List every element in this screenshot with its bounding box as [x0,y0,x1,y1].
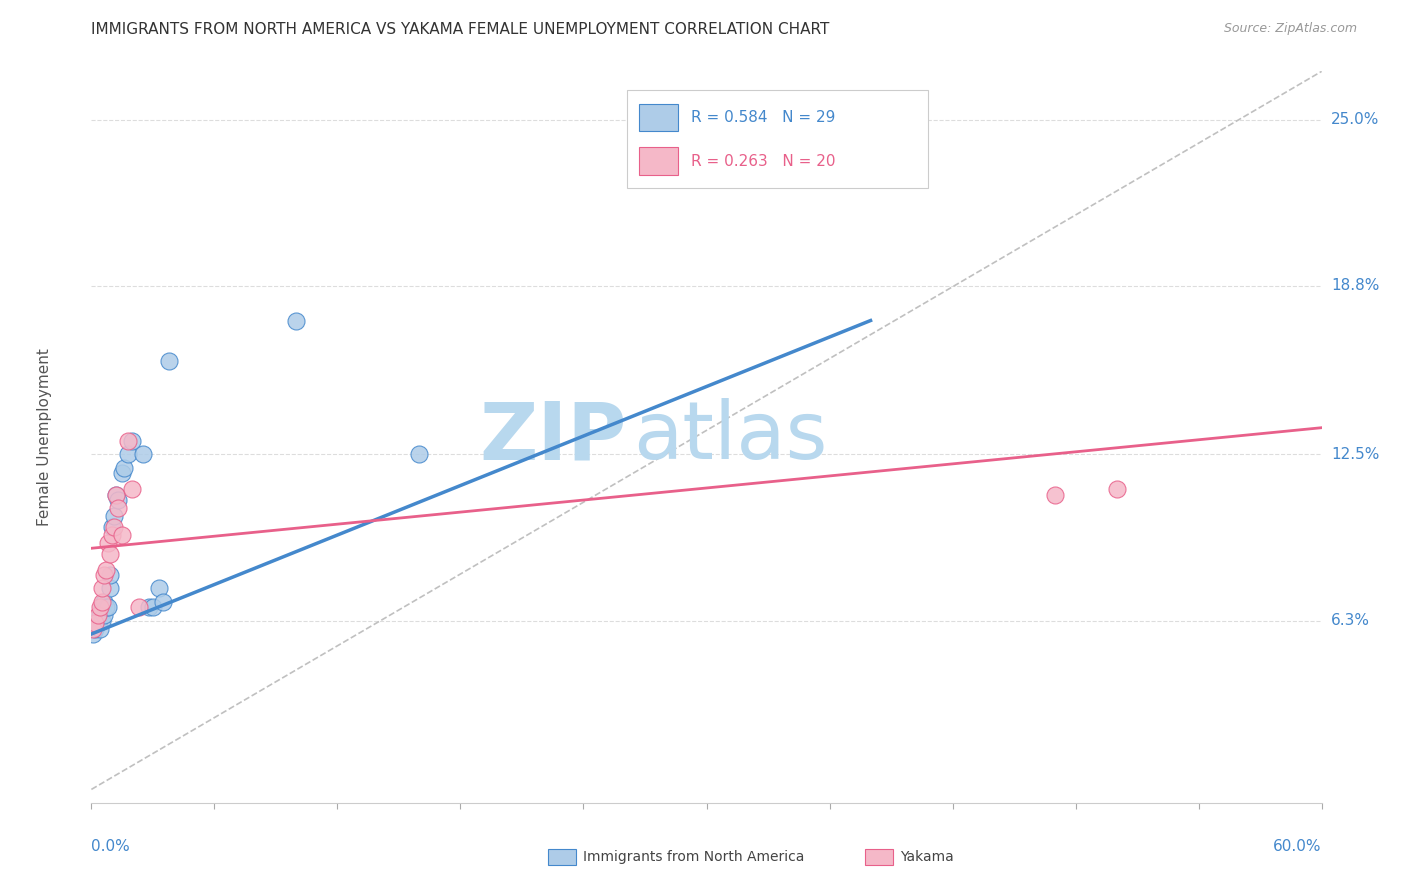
Point [93,595,115,609]
Point [97,536,120,550]
Point [82,627,104,641]
Point [121,483,143,497]
Point [121,434,143,449]
Text: Female Unemployment: Female Unemployment [37,348,52,526]
Bar [865,849,893,865]
Point [112,461,135,475]
Point [107,501,129,516]
Text: 25.0%: 25.0% [1331,112,1379,127]
Point [117,448,139,462]
Bar [548,849,576,865]
Text: Immigrants from North America: Immigrants from North America [583,850,804,864]
Point [101,528,124,542]
Bar [638,103,678,131]
Point [90,582,112,596]
Point [101,520,124,534]
Point [89,600,111,615]
Point [90,600,112,615]
Point [157,353,180,368]
Point [107,493,129,508]
Text: ZIP: ZIP [479,398,627,476]
Point [1105,483,1128,497]
Point [82,622,104,636]
Point [98,582,121,596]
Point [148,582,170,596]
Point [94,563,117,577]
Text: 12.5%: 12.5% [1331,447,1379,462]
Point [90,595,112,609]
Point [105,488,127,502]
Point [138,600,160,615]
Point [93,568,115,582]
Text: 6.3%: 6.3% [1331,613,1371,628]
Point [142,600,165,615]
Point [98,568,121,582]
Point [105,488,127,502]
Point [84,622,107,636]
Point [84,616,107,631]
Text: Source: ZipAtlas.com: Source: ZipAtlas.com [1223,22,1357,36]
Point [103,520,125,534]
Bar [638,147,678,175]
Point [98,547,121,561]
Point [408,448,430,462]
Point [89,608,111,623]
Text: 18.8%: 18.8% [1331,278,1379,293]
Text: Yakama: Yakama [900,850,953,864]
Point [128,600,150,615]
FancyBboxPatch shape [627,90,928,188]
Point [86,608,108,623]
Point [94,600,117,615]
Text: 0.0%: 0.0% [91,839,131,855]
Text: R = 0.584   N = 29: R = 0.584 N = 29 [690,110,835,125]
Point [131,448,153,462]
Point [111,467,134,481]
Point [89,622,111,636]
Point [117,434,139,449]
Point [111,528,134,542]
Text: 60.0%: 60.0% [1274,839,1322,855]
Point [90,614,112,628]
Point [93,608,115,623]
Text: atlas: atlas [633,398,827,476]
Point [285,313,308,327]
Point [152,595,174,609]
Point [97,600,120,615]
Point [103,509,125,524]
Point [1043,488,1066,502]
Text: R = 0.263   N = 20: R = 0.263 N = 20 [690,153,835,169]
Point [86,616,108,631]
Text: IMMIGRANTS FROM NORTH AMERICA VS YAKAMA FEMALE UNEMPLOYMENT CORRELATION CHART: IMMIGRANTS FROM NORTH AMERICA VS YAKAMA … [91,22,830,37]
